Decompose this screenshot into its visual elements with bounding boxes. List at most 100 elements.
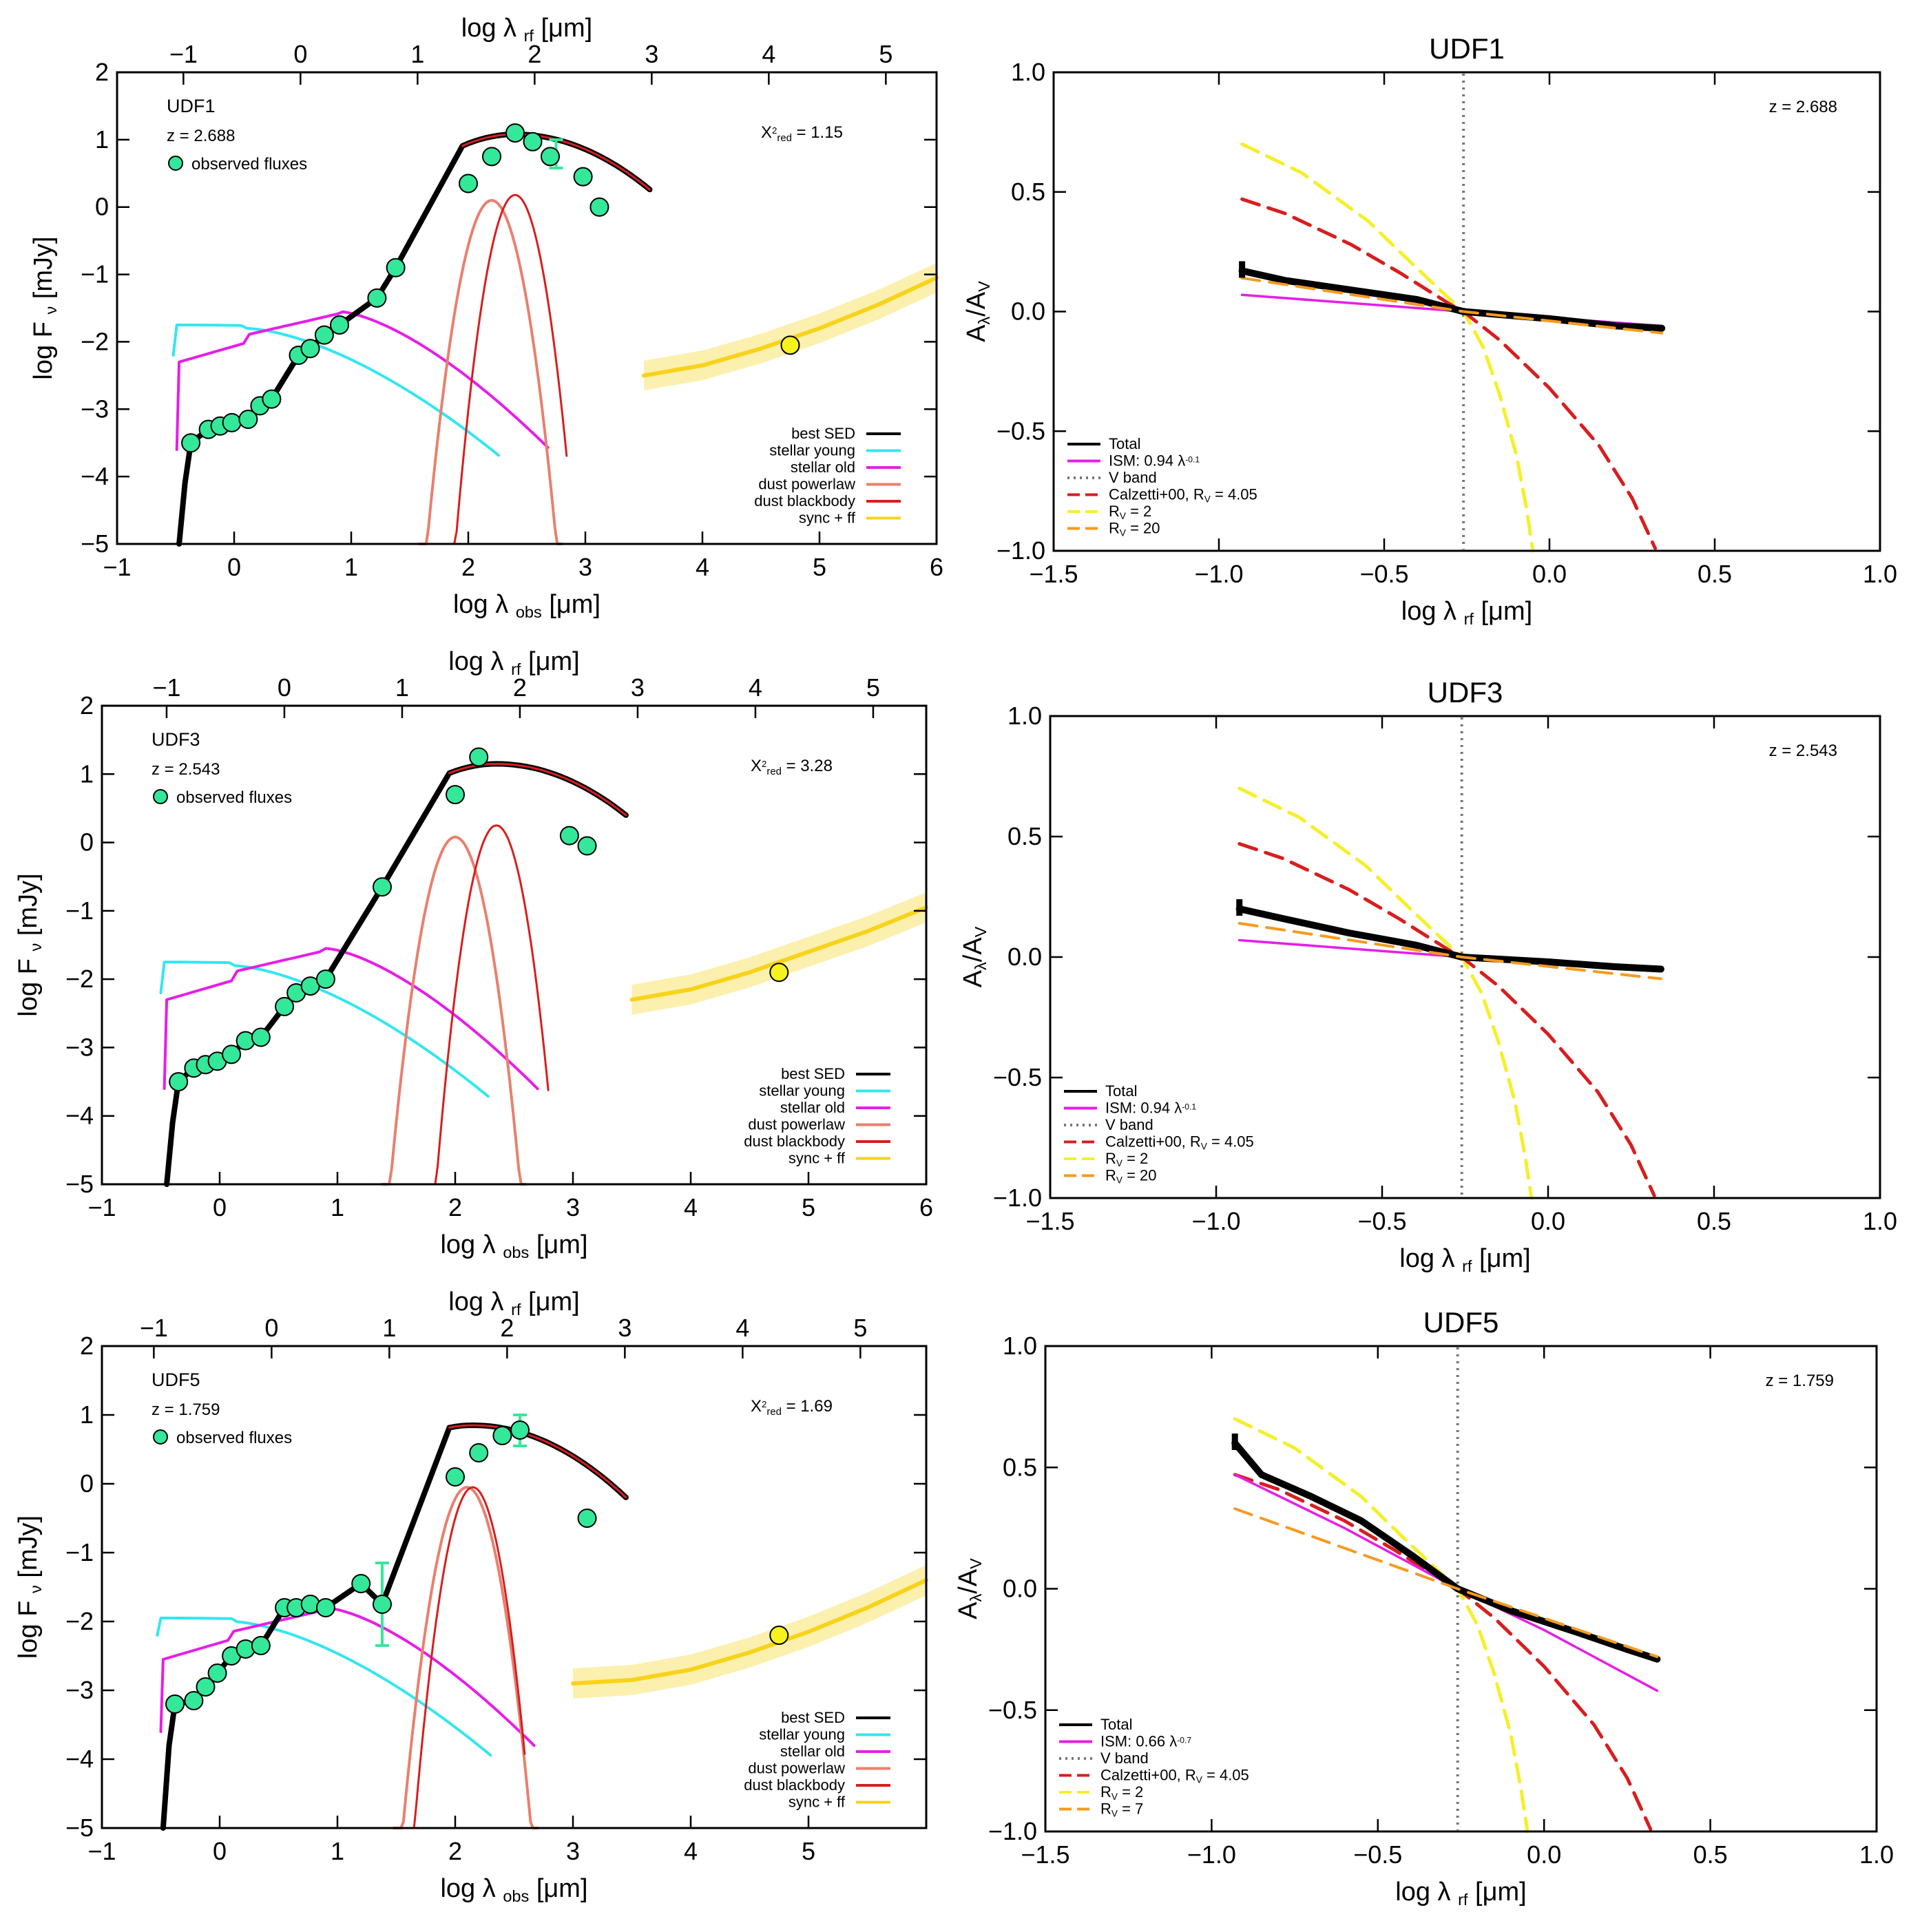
ext-udf1-ylabel-part: λ [975,317,993,325]
ext-udf3-legend-label-part: = 4.05 [1207,1133,1254,1151]
sed-udf1-toptick-label: 5 [879,40,892,68]
ext-udf5-xtick-label: −1.5 [1021,1840,1069,1869]
ext-udf1-rv2-curve [1240,142,1535,553]
ext-udf5-xtick-label: 0.0 [1527,1840,1561,1869]
ext-udf3-xtick-label: −1.0 [1191,1207,1240,1235]
sed-udf1-radio-point [780,335,800,355]
sed-udf1-ylabel: log F ν [mJy] [29,236,60,379]
sed-udf5-xtick-label: 1 [331,1837,344,1865]
sed-udf3-ytick-label: 0 [80,828,94,857]
sed-udf1-frame [116,71,938,545]
sed-udf1-obs-point [330,315,349,335]
sed-udf3-ytick-label: −3 [65,1033,94,1061]
sed-udf5-toptick-label: −1 [140,1314,168,1342]
sed-udf5-xtick-label: 0 [213,1837,227,1865]
ext-udf3-rvx-curve [1238,922,1662,980]
sed-udf5-obs-point [251,1636,271,1655]
ext-udf5-total-curve [1231,1440,1661,1663]
ext-udf5-ylabel-part: V [967,1558,985,1569]
sed-udf5-toplabel-part: log λ [448,1288,511,1316]
ext-udf3-ylabel: Aλ/AV [959,926,990,987]
axes-layer [101,71,1881,1833]
sed-udf1-obs-point [573,167,593,187]
ext-udf5-xtick-label: 1.0 [1859,1840,1894,1869]
sed-udf3-xlabel-part: log λ [440,1230,503,1259]
ext-udf5-legend-label: RV = 7 [1100,1800,1143,1819]
sed-udf3-toplabel-part: rf [511,660,521,678]
sed-udf1-toplabel: log λ rf [μm] [461,14,592,45]
sed-udf5-obs-point [510,1420,530,1440]
ext-udf1-ytick-label: 0.0 [1011,297,1045,326]
sed-udf3-xtick-label: 2 [448,1193,462,1221]
sed-udf1-obs-point [262,389,282,409]
ext-udf3-legend-label: ISM: 0.94 λ-0.1 [1105,1100,1196,1117]
sed-udf3-frame [101,704,928,1186]
ext-udf3-xtick-label: 0.0 [1531,1207,1565,1235]
ext-udf5-redshift: z = 1.759 [1766,1372,1834,1390]
sed-udf1-obs-point [222,412,242,432]
ext-udf3-legend-label-part: V [1116,1158,1123,1168]
sed-udf5-xtick-label: 3 [566,1837,580,1865]
ext-udf5-legend-label-part: V [1111,1792,1118,1802]
sed-udf1-xtick-label: −1 [103,553,131,581]
sed-udf1-ytick-label: 0 [95,193,109,221]
sed-udf5-xlabel: log λ obs [μm] [440,1874,587,1905]
sed-udf1-obs-point [523,132,543,151]
ext-udf1-legend-label-part: Calzetti+00, R [1109,486,1204,503]
sed-udf1-ytick-label: −1 [81,260,109,288]
sed-udf3-obs-point [222,1044,242,1064]
ext-udf1-xtick-label: −1.5 [1029,560,1078,588]
sed-udf3-obs-point [169,1072,189,1092]
sed-udf5-ytick-label: 2 [80,1332,94,1360]
ext-udf1-rvx-curve [1240,276,1664,335]
sed-udf3-obs-point [446,785,465,805]
sed-udf3-obs-point [469,747,489,767]
ext-udf1-ylabel-part: /A [962,291,991,317]
sed-udf5-toplabel-part: [μm] [521,1288,579,1316]
sed-udf3-obs-point [559,826,579,846]
sed-udf5-xtick-label: 2 [448,1837,462,1865]
ext-udf5-legend-label-part: V [1111,1809,1118,1819]
sed-udf1-obs-point [386,258,406,277]
ext-udf5-xtick-label: 0.5 [1693,1840,1728,1869]
sed-udf5-obs-point [492,1426,512,1445]
ext-udf5-legend-label: ISM: 0.66 λ-0.7 [1100,1733,1191,1750]
sed-udf3-radio-point [769,963,789,983]
sed-udf1-toplabel-part: log λ [461,14,524,43]
sed-udf1-dust-powerlaw [417,198,563,545]
ext-udf1-legend-label-part: V [1120,511,1127,521]
ext-udf5-legend-label-part: V [1196,1775,1203,1785]
ext-udf3-ylabel-part: /A [959,937,988,963]
ext-udf5-xlabel-part: [μm] [1468,1878,1526,1907]
sed-udf5-xtick-label: 4 [684,1837,698,1865]
ext-udf1-legend-label-part: V [1204,494,1211,505]
sed-udf1-chi2-part: red [777,133,792,144]
sed-udf5-ylabel-part: log F [14,1593,43,1659]
ext-udf1-xtick-label: 0.5 [1698,560,1732,588]
sed-udf1-stellar-old [175,310,550,451]
ext-udf1-ytick-label: 0.5 [1011,178,1045,206]
sed-udf5-ytick-label: −1 [65,1538,94,1566]
ext-udf5-xlabel: log λ rf [μm] [1395,1878,1526,1909]
sed-udf1-ylabel-part: ν [42,306,60,315]
ext-udf1-legend-label: RV = 2 [1109,503,1151,521]
ext-udf1-calzetti-curve [1240,197,1658,550]
sed-udf5-name: UDF5 [152,1369,200,1390]
sed-udf5-ytick-label: 1 [80,1400,94,1429]
sed-udf3-ylabel-part: log F [14,952,43,1017]
ext-udf1-ylabel-part: V [975,281,993,292]
sed-udf3-ytick-label: −5 [65,1170,94,1198]
sed-udf5-chi2-part: red [766,1407,782,1418]
sed-udf3-xlabel: log λ obs [μm] [440,1230,587,1261]
sed-udf5-toplabel-part: rf [511,1301,521,1319]
sed-udf3-dust-powerlaw [381,835,528,1186]
sed-udf3-redshift: z = 2.543 [152,760,220,779]
sed-udf3-toptick-label: −1 [152,673,180,702]
sed-udf5-toptick-label: 2 [500,1314,514,1342]
sed-udf1-legend-label: dust blackbody [754,492,855,510]
sed-udf1-xtick-label: 3 [578,553,592,581]
mark-layer [153,123,1100,1811]
sed-udf5-ylabel-part: [mJy] [14,1515,43,1585]
sed-udf5-toptick-label: 1 [382,1314,396,1342]
ext-udf3-legend-label: Total [1105,1082,1137,1100]
